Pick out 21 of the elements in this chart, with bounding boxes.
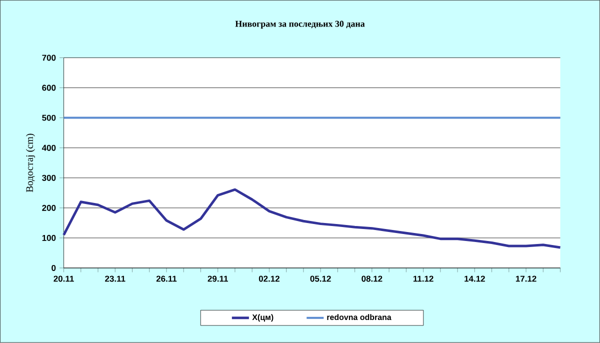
x-tick-label: 05.12 xyxy=(310,276,331,282)
y-tick-label: 0 xyxy=(52,265,56,272)
x-tick-label: 26.11 xyxy=(156,276,177,282)
chart-title: Нивограм за последњих 30 дана xyxy=(235,20,365,29)
x-tick-label: 14.12 xyxy=(464,276,485,282)
line-series xyxy=(62,188,562,249)
y-tick-label: 600 xyxy=(42,84,56,91)
y-tick-label: 200 xyxy=(42,205,56,212)
x-tick-label: 20.11 xyxy=(54,276,74,282)
x-tick-label: 08.12 xyxy=(362,276,382,282)
y-axis-title: Водостај (cm) xyxy=(26,134,35,192)
x-tick-label: 29.11 xyxy=(208,276,228,282)
y-tick-label: 400 xyxy=(42,144,56,151)
x-tick-label: 11.12 xyxy=(413,276,434,282)
y-tick-label: 700 xyxy=(42,54,56,61)
y-tick-label: 100 xyxy=(42,235,56,242)
y-tick-label: 300 xyxy=(42,174,56,181)
x-tick-label: 17.12 xyxy=(516,276,536,282)
x-tick-label: 02.12 xyxy=(258,276,280,282)
y-tick-label: 500 xyxy=(42,114,56,121)
x-tick-label: 23.11 xyxy=(105,276,126,282)
